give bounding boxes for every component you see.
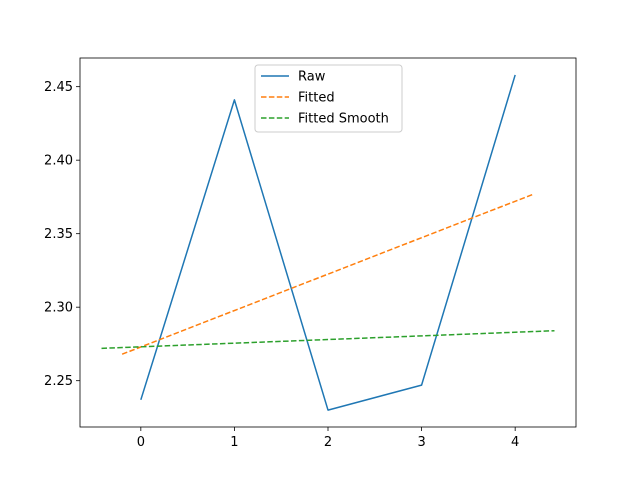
y-tick-label: 2.40 — [44, 154, 73, 169]
y-tick-label: 2.25 — [44, 374, 73, 389]
legend-label: Fitted — [298, 91, 335, 106]
x-tick-label: 2 — [324, 435, 332, 450]
x-axis: 0 1 2 3 4 — [137, 427, 519, 450]
y-axis: 2.25 2.30 2.35 2.40 2.45 — [44, 80, 80, 389]
series-line-raw — [140, 74, 516, 411]
series-layer — [101, 74, 555, 411]
x-tick-label: 0 — [137, 435, 145, 450]
legend: Raw Fitted Fitted Smooth — [254, 64, 403, 133]
legend-label: Raw — [298, 70, 326, 85]
y-tick-label: 2.30 — [44, 301, 73, 316]
x-tick-label: 1 — [230, 435, 238, 450]
series-line-fitted-smooth — [101, 329, 555, 350]
x-tick-label: 3 — [417, 435, 425, 450]
series-line-fitted — [121, 193, 535, 355]
y-tick-label: 2.35 — [44, 227, 73, 242]
legend-label: Fitted Smooth — [298, 112, 389, 127]
legend-box — [254, 64, 403, 133]
y-tick-label: 2.45 — [44, 80, 73, 95]
x-tick-label: 4 — [511, 435, 519, 450]
